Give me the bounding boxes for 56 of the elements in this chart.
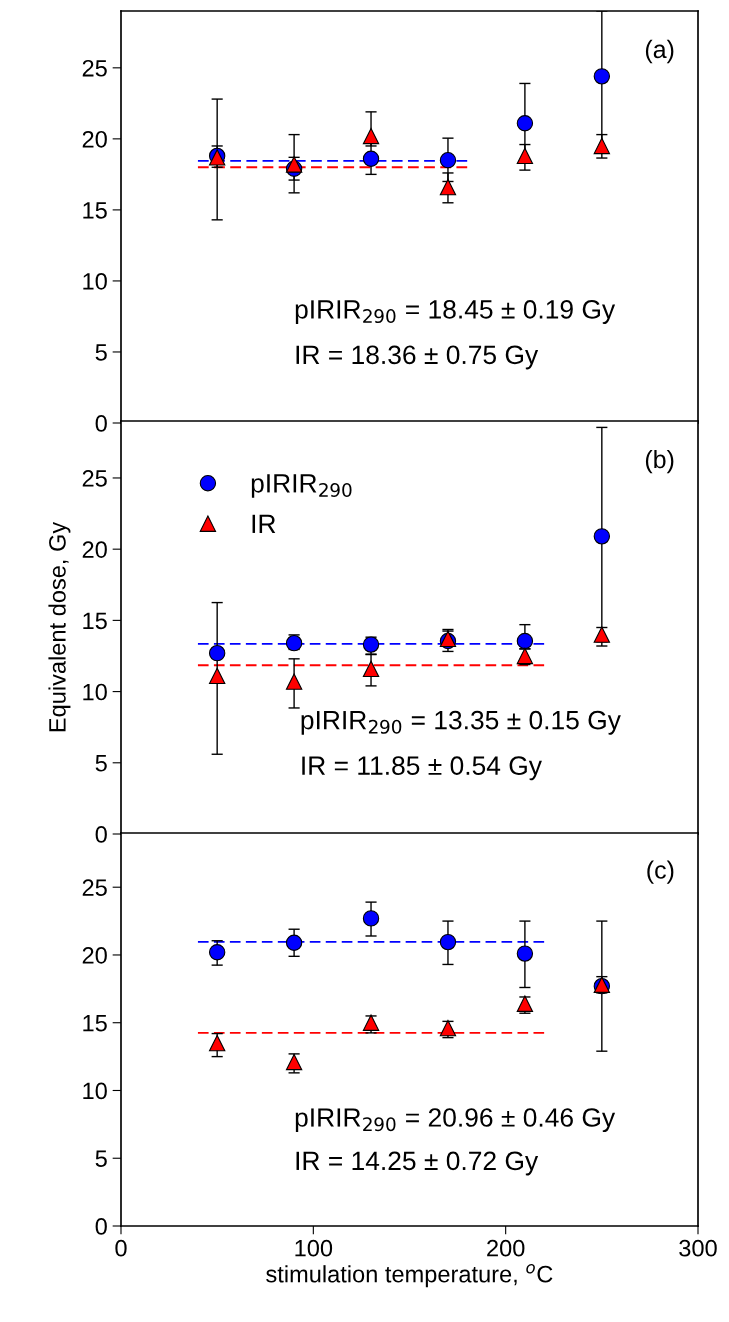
annotation: pIRIR$_{290}$ = 20.96 ± 0.46 Gy (295, 1108, 616, 1133)
y-tick-label: 10 (83, 1082, 107, 1100)
y-tick-label: 20 (82, 541, 107, 558)
annotation: IR = 18.36 ± 0.75 Gy (296, 345, 539, 370)
annotation: IR = 11.85 ± 0.54 Gy (302, 756, 542, 781)
y-tick-label: 0 (95, 1218, 107, 1235)
x-tick-label: 200 (487, 1239, 525, 1257)
point (516, 632, 534, 650)
y-tick-label: 5 (95, 1150, 107, 1168)
point (208, 644, 226, 662)
x-tick-label: 300 (679, 1239, 717, 1257)
legend-label: IR (252, 514, 276, 533)
legend-label: pIRIR$_{290}$ (251, 474, 352, 498)
point (362, 660, 380, 677)
annotation: (a) (645, 39, 674, 64)
point (285, 673, 303, 690)
y-tick-label: 25 (82, 879, 107, 896)
y-tick-label: 15 (83, 202, 107, 219)
y-tick-label: 20 (82, 130, 107, 148)
y-tick-label: 10 (83, 683, 107, 701)
annotation: pIRIR$_{290}$ = 18.45 ± 0.19 Gy (295, 300, 616, 324)
y-tick-label: 25 (82, 470, 107, 487)
annotation: IR = 14.25 ± 0.72 Gy (296, 1151, 539, 1176)
y-axis-title: Equivalent dose, Gy (48, 521, 71, 732)
point (208, 667, 226, 685)
y-tick-label: 5 (95, 344, 107, 361)
point (593, 137, 611, 155)
point (593, 528, 611, 545)
annotation: pIRIR$_{290}$ = 13.35 ± 0.15 Gy (301, 710, 621, 735)
point (362, 127, 380, 145)
y-tick-label: 20 (82, 947, 107, 964)
x-tick-label: 100 (295, 1239, 333, 1257)
point (362, 910, 380, 927)
point (516, 945, 534, 962)
point (439, 933, 457, 951)
point (516, 115, 534, 132)
point (362, 150, 380, 167)
annotation: (c) (647, 860, 674, 884)
y-tick-label: 5 (95, 755, 107, 772)
y-tick-label: 0 (95, 415, 107, 432)
y-tick-label: 15 (83, 1015, 107, 1032)
annotation: (b) (645, 449, 674, 474)
x-tick-label: 0 (115, 1239, 127, 1257)
point (285, 156, 303, 173)
y-tick-label: 25 (82, 59, 107, 77)
x-axis-title: stimulation temperature, $^{o}$C (266, 1263, 553, 1288)
y-tick-label: 0 (95, 826, 107, 843)
y-tick-label: 15 (83, 612, 107, 630)
point (516, 147, 534, 165)
point (208, 944, 226, 961)
point (285, 934, 303, 951)
point (439, 151, 457, 169)
point (208, 1034, 226, 1052)
point (439, 178, 457, 196)
point (593, 68, 611, 85)
y-tick-label: 10 (83, 273, 107, 290)
